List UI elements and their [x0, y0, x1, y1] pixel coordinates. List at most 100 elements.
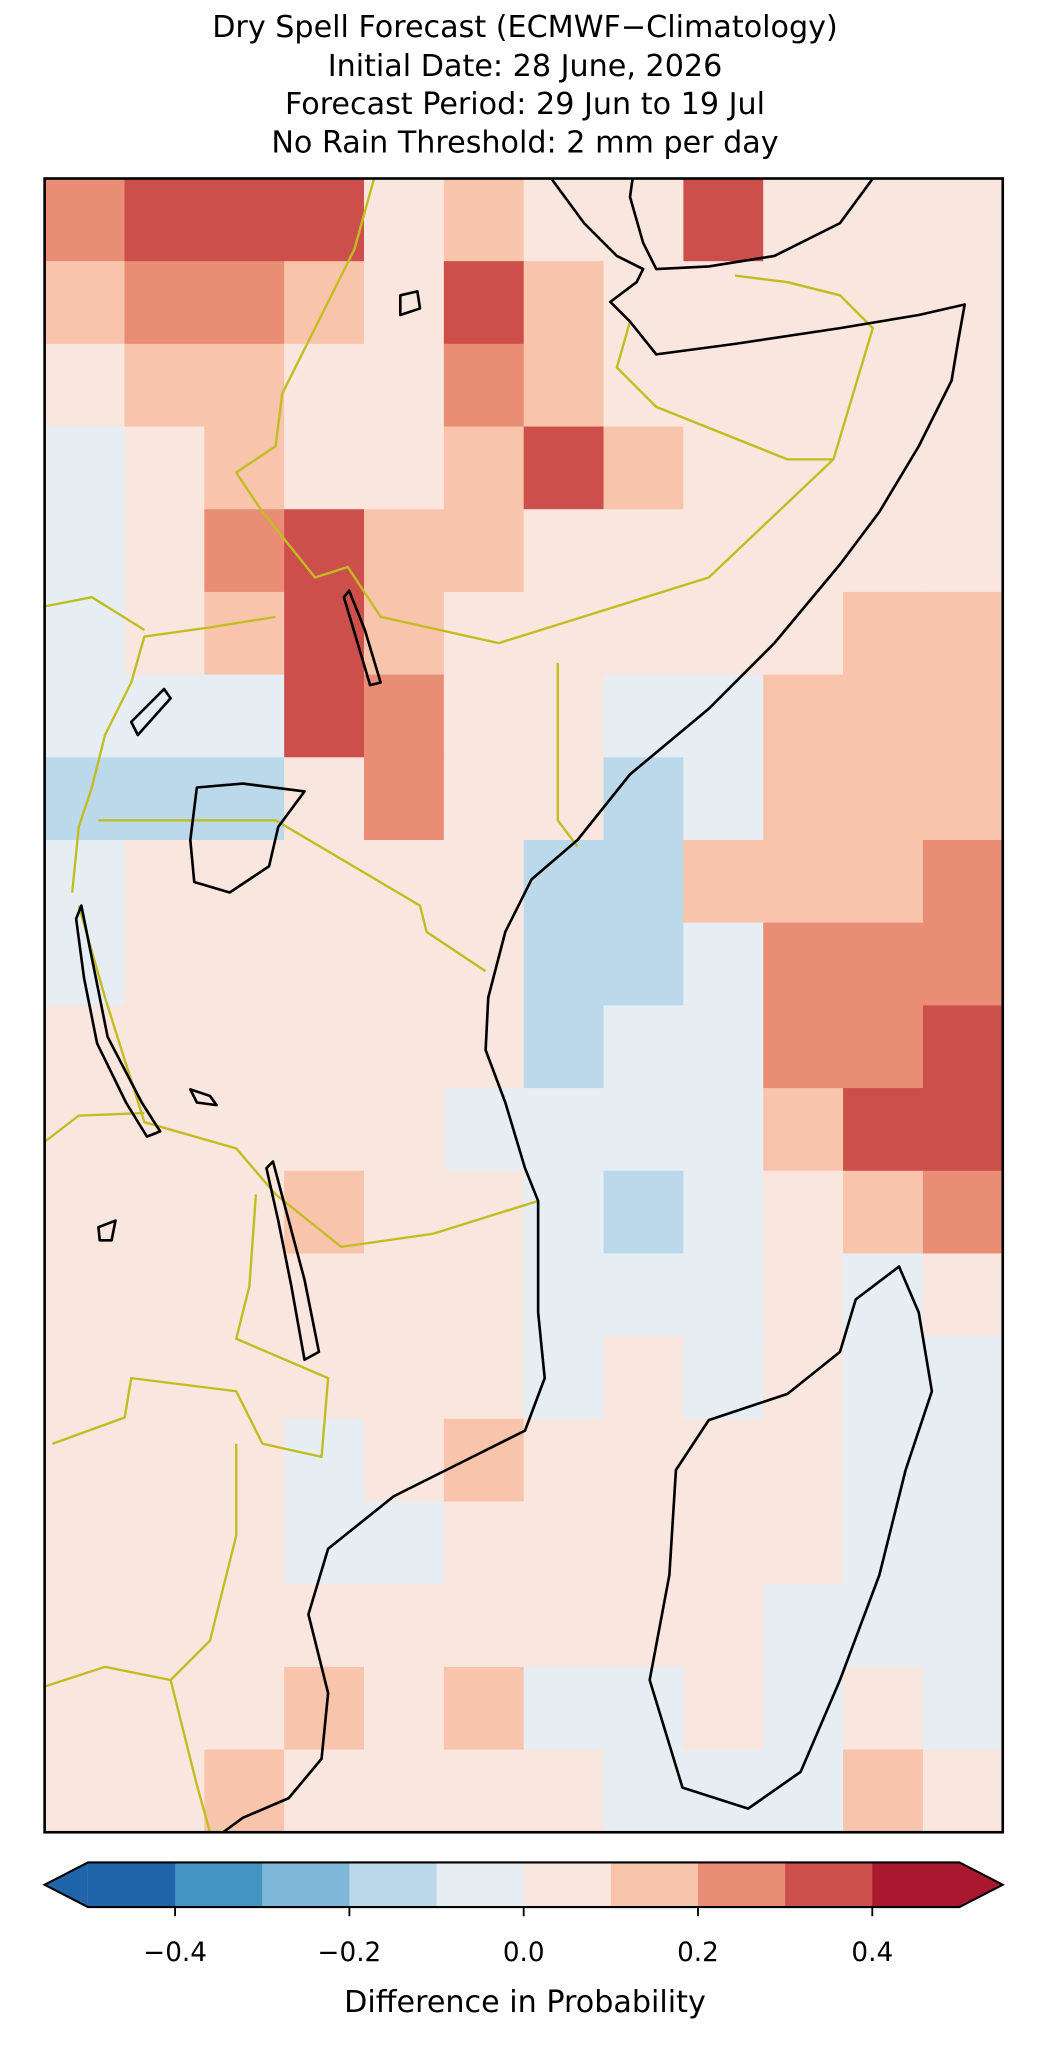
cell — [44, 674, 126, 758]
cell — [922, 1666, 1003, 1751]
cell — [922, 1088, 1003, 1172]
cell — [443, 178, 525, 262]
cell — [284, 1088, 365, 1172]
cell — [44, 178, 126, 262]
cell — [922, 757, 1003, 841]
cell — [443, 509, 525, 593]
cell — [922, 1501, 1003, 1585]
lake — [265, 1160, 321, 1362]
cell — [763, 674, 844, 758]
cell — [44, 591, 126, 676]
colorbar-tick-label: −0.2 — [318, 1938, 382, 1968]
cell — [364, 1501, 445, 1585]
cell — [364, 1666, 445, 1751]
cell — [443, 1336, 525, 1420]
cell — [683, 757, 764, 841]
colorbar-bin — [436, 1862, 525, 1908]
cell — [124, 1584, 205, 1668]
cell — [204, 1666, 285, 1751]
cell — [204, 591, 285, 676]
colorbar: −0.4 −0.2 0.0 0.2 0.4 — [42, 1861, 1006, 1968]
lake — [74, 904, 162, 1138]
cell — [364, 1005, 445, 1089]
colorbar-bin — [523, 1862, 612, 1908]
cell — [364, 1253, 445, 1337]
cell — [364, 261, 445, 345]
cell — [443, 1666, 525, 1751]
cell — [843, 757, 924, 841]
cell — [603, 1253, 685, 1337]
cell — [843, 1418, 924, 1503]
cell — [284, 840, 365, 924]
cell — [523, 674, 605, 758]
cell — [843, 591, 924, 676]
cell — [683, 1005, 764, 1089]
cell — [763, 1088, 844, 1172]
cell — [763, 1501, 844, 1585]
cell — [44, 1749, 126, 1833]
cell — [603, 1170, 685, 1255]
cell — [44, 509, 126, 593]
cell — [284, 261, 365, 345]
cell — [683, 509, 764, 593]
map-frame — [43, 177, 1005, 1834]
cell — [922, 674, 1003, 758]
colorbar-bin — [872, 1862, 960, 1908]
cell — [922, 1749, 1003, 1833]
cell — [284, 1501, 365, 1585]
cell — [603, 343, 685, 428]
cell — [364, 1170, 445, 1255]
cell — [364, 426, 445, 510]
cell — [843, 1336, 924, 1420]
lake — [189, 1088, 218, 1107]
cell — [44, 426, 126, 510]
cell — [843, 1501, 924, 1585]
cell — [843, 1666, 924, 1751]
cell — [523, 426, 605, 510]
cell — [204, 1749, 285, 1833]
cell — [364, 591, 445, 676]
cell — [843, 840, 924, 924]
cell — [204, 343, 285, 428]
cell — [124, 1418, 205, 1503]
cell — [284, 922, 365, 1007]
cell — [443, 1170, 525, 1255]
cell — [443, 1253, 525, 1337]
cell — [922, 1005, 1003, 1089]
cell — [284, 674, 365, 758]
cell — [603, 1005, 685, 1089]
cell — [124, 1666, 205, 1751]
cell — [204, 1170, 285, 1255]
cell — [364, 1749, 445, 1833]
cell — [44, 757, 126, 841]
cell — [763, 343, 844, 428]
cell — [364, 343, 445, 428]
cell — [683, 178, 764, 262]
border — [98, 819, 487, 973]
cell — [124, 426, 205, 510]
colorbar-bin — [87, 1862, 176, 1908]
colorbar-label: Difference in Probability — [344, 1985, 706, 2020]
cell — [523, 178, 605, 262]
cell — [523, 1501, 605, 1585]
cell — [603, 674, 685, 758]
cell — [284, 1253, 365, 1337]
cell — [603, 1336, 685, 1420]
cell — [603, 1584, 685, 1668]
cell — [44, 1666, 126, 1751]
border — [44, 1443, 238, 1688]
cell — [843, 426, 924, 510]
cell — [843, 1005, 924, 1089]
cell — [364, 1418, 445, 1503]
cell — [843, 1584, 924, 1668]
cell — [843, 261, 924, 345]
cell — [683, 1666, 764, 1751]
cell — [843, 922, 924, 1007]
cell — [523, 1088, 605, 1172]
cell — [284, 1005, 365, 1089]
cell — [683, 261, 764, 345]
coastline — [222, 178, 966, 1833]
cell — [204, 261, 285, 345]
cell — [843, 674, 924, 758]
